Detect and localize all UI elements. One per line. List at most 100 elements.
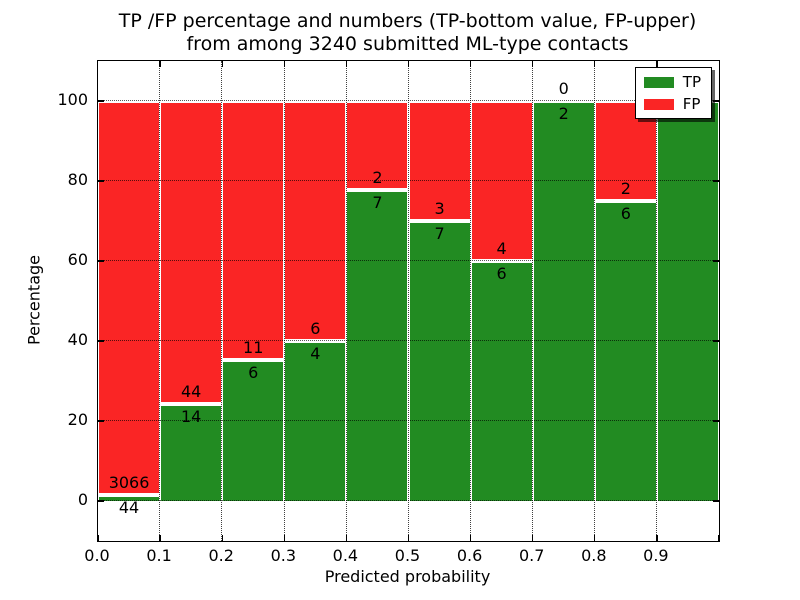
bar-count-label-fp: 2 — [372, 167, 383, 187]
gridline-horizontal — [98, 420, 719, 422]
bar-segment-tp — [99, 495, 160, 501]
x-tick-mark-bottom — [718, 535, 720, 541]
x-tick-mark-bottom — [656, 535, 658, 541]
gridline-horizontal — [98, 340, 719, 342]
bar-count-label-tp: 7 — [434, 224, 445, 243]
bar-count-label-tp: 14 — [180, 407, 202, 427]
bar-segment-fp — [161, 101, 222, 405]
x-tick-mark-top — [532, 61, 534, 67]
y-tick-label: 40 — [67, 330, 88, 349]
gridline-vertical — [159, 61, 161, 541]
x-tick-label: 0.7 — [518, 546, 545, 565]
bar-count-label-fp: 3066 — [108, 473, 150, 493]
bar-segment-fp — [409, 101, 470, 221]
bar-count-label-tp: 44 — [118, 498, 140, 518]
y-tick-label: 0 — [77, 490, 88, 509]
x-tick-mark-bottom — [97, 535, 99, 541]
x-tick-label: 0.4 — [332, 546, 359, 565]
y-tick-mark-left — [98, 180, 104, 182]
x-tick-label: 0.2 — [208, 546, 234, 565]
y-tick-label: 100 — [57, 90, 88, 109]
x-tick-mark-bottom — [407, 535, 410, 541]
x-tick-mark-top — [469, 61, 472, 67]
x-tick-label: 0.6 — [456, 546, 483, 565]
y-tick-mark-left — [98, 500, 104, 502]
x-tick-mark-bottom — [159, 535, 161, 541]
y-tick-mark-right — [713, 420, 719, 422]
bar-count-label-fp: 3 — [434, 199, 445, 218]
x-tick-mark-bottom — [283, 535, 285, 541]
gridline-vertical — [594, 61, 595, 541]
y-tick-mark-left — [98, 420, 104, 422]
y-tick-mark-right — [713, 500, 719, 502]
bar-segment-tp — [409, 221, 470, 501]
bar-segment-tp — [595, 201, 656, 501]
gridline-vertical — [469, 61, 471, 541]
bar-segment-tp — [657, 101, 718, 501]
x-tick-mark-bottom — [532, 535, 534, 541]
x-tick-mark-bottom — [345, 535, 348, 541]
legend: TP FP — [634, 67, 712, 119]
bar-segment-fp — [285, 101, 346, 341]
bar-count-label-fp: 0 — [558, 79, 569, 98]
x-tick-label: 0.1 — [146, 546, 172, 565]
y-tick-label: 20 — [67, 410, 88, 429]
gridline-vertical — [531, 61, 533, 541]
x-tick-mark-bottom — [469, 535, 472, 541]
bar-count-label-tp: 6 — [620, 204, 631, 223]
chart-title-line1: TP /FP percentage and numbers (TP-bottom… — [118, 10, 697, 32]
x-tick-mark-top — [345, 61, 348, 67]
bar-segment-tp — [471, 261, 532, 501]
x-tick-label: 0.8 — [581, 546, 607, 565]
x-tick-label: 0.5 — [394, 546, 421, 565]
bar-segment-fp — [99, 101, 160, 496]
bar-count-label-fp: 4 — [496, 239, 507, 258]
bar-count-label-tp: 6 — [248, 362, 259, 382]
bar-count-label-tp: 4 — [310, 344, 321, 363]
y-tick-mark-right — [713, 340, 719, 342]
bar-segment-tp — [533, 101, 594, 501]
x-tick-mark-top — [221, 61, 223, 67]
x-tick-mark-top — [283, 61, 285, 67]
gridline-vertical — [221, 61, 223, 541]
y-tick-label: 60 — [67, 250, 88, 269]
gridline-horizontal — [98, 500, 719, 502]
gridline-horizontal — [98, 180, 719, 182]
legend-item: FP — [643, 95, 701, 113]
gridline-vertical — [283, 61, 285, 541]
bar-count-label-tp: 2 — [558, 104, 569, 123]
bar-segment-fp — [347, 101, 408, 190]
x-tick-label: 0.3 — [270, 546, 297, 565]
legend-item: TP — [643, 73, 701, 91]
legend-item-label: FP — [682, 95, 701, 113]
y-tick-mark-left — [98, 340, 104, 342]
bar-segment-fp — [223, 101, 284, 360]
bar-count-label-tp: 7 — [372, 192, 383, 212]
x-tick-mark-top — [656, 61, 658, 67]
bar-segment-tp — [347, 189, 408, 501]
x-axis-label: Predicted probability — [324, 567, 491, 586]
y-tick-label: 80 — [67, 170, 88, 189]
bar-count-label-fp: 44 — [180, 382, 202, 402]
bar-segment-tp — [223, 359, 284, 501]
bar-count-label-fp: 2 — [620, 179, 631, 198]
chart-title: TP /FP percentage and numbers (TP-bottom… — [97, 10, 718, 56]
y-tick-mark-right — [713, 260, 719, 262]
gridline-horizontal — [98, 100, 719, 102]
x-tick-label: 0.9 — [643, 546, 669, 565]
x-tick-mark-top — [407, 61, 410, 67]
gridline-vertical — [656, 61, 658, 541]
bar-count-label-tp: 6 — [496, 264, 507, 283]
x-tick-mark-bottom — [221, 535, 223, 541]
chart-title-line2: from among 3240 submitted ML-type contac… — [186, 33, 629, 55]
legend-swatch-fp — [643, 98, 674, 110]
y-tick-mark-right — [713, 180, 719, 182]
gridline-vertical — [345, 61, 347, 541]
x-tick-mark-bottom — [594, 535, 596, 541]
y-tick-mark-left — [98, 100, 104, 102]
y-tick-mark-left — [98, 260, 104, 262]
bar-count-label-fp: 6 — [310, 319, 321, 338]
legend-item-label: TP — [682, 73, 701, 91]
